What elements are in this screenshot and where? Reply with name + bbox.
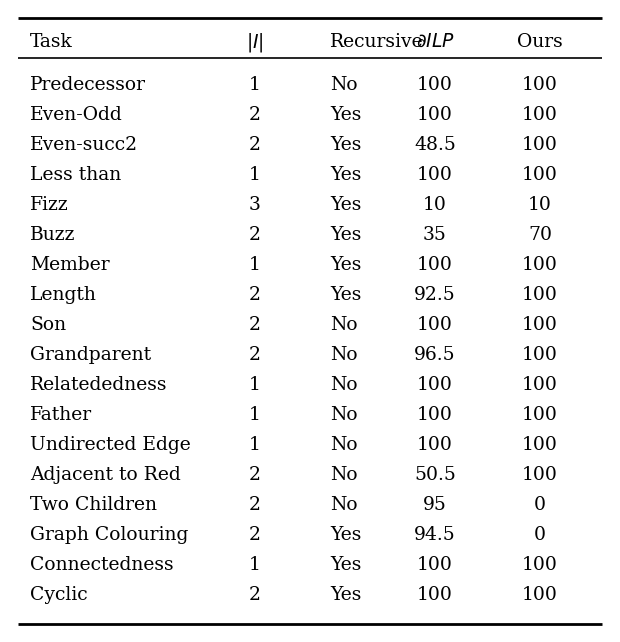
Text: 92.5: 92.5 (414, 286, 456, 304)
Text: 100: 100 (522, 436, 558, 454)
Text: 95: 95 (423, 496, 447, 514)
Text: 100: 100 (522, 346, 558, 364)
Text: Yes: Yes (330, 226, 361, 244)
Text: 100: 100 (417, 406, 453, 424)
Text: Adjacent to Red: Adjacent to Red (30, 466, 181, 484)
Text: $\partial ILP$: $\partial ILP$ (415, 33, 454, 51)
Text: Connectedness: Connectedness (30, 556, 174, 574)
Text: Task: Task (30, 33, 73, 51)
Text: Grandparent: Grandparent (30, 346, 151, 364)
Text: Undirected Edge: Undirected Edge (30, 436, 191, 454)
Text: 10: 10 (423, 196, 447, 214)
Text: 1: 1 (249, 406, 261, 424)
Text: 1: 1 (249, 556, 261, 574)
Text: Buzz: Buzz (30, 226, 76, 244)
Text: Yes: Yes (330, 286, 361, 304)
Text: Yes: Yes (330, 256, 361, 274)
Text: 100: 100 (417, 256, 453, 274)
Text: 2: 2 (249, 316, 261, 334)
Text: 100: 100 (417, 166, 453, 184)
Text: 100: 100 (417, 106, 453, 124)
Text: Relatededness: Relatededness (30, 376, 167, 394)
Text: 2: 2 (249, 286, 261, 304)
Text: 100: 100 (522, 106, 558, 124)
Text: No: No (330, 436, 358, 454)
Text: 100: 100 (522, 406, 558, 424)
Text: 2: 2 (249, 496, 261, 514)
Text: 94.5: 94.5 (414, 526, 456, 544)
Text: Yes: Yes (330, 526, 361, 544)
Text: 2: 2 (249, 466, 261, 484)
Text: 3: 3 (249, 196, 261, 214)
Text: 96.5: 96.5 (414, 346, 456, 364)
Text: 100: 100 (522, 586, 558, 604)
Text: Predecessor: Predecessor (30, 76, 146, 94)
Text: Two Children: Two Children (30, 496, 157, 514)
Text: 100: 100 (417, 376, 453, 394)
Text: Son: Son (30, 316, 66, 334)
Text: 1: 1 (249, 376, 261, 394)
Text: 1: 1 (249, 76, 261, 94)
Text: No: No (330, 346, 358, 364)
Text: 2: 2 (249, 106, 261, 124)
Text: No: No (330, 316, 358, 334)
Text: 70: 70 (528, 226, 552, 244)
Text: Recursive: Recursive (330, 33, 423, 51)
Text: Member: Member (30, 256, 110, 274)
Text: 1: 1 (249, 256, 261, 274)
Text: Cyclic: Cyclic (30, 586, 87, 604)
Text: Even-succ2: Even-succ2 (30, 136, 138, 154)
Text: 2: 2 (249, 526, 261, 544)
Text: 1: 1 (249, 166, 261, 184)
Text: Ours: Ours (517, 33, 563, 51)
Text: 100: 100 (522, 376, 558, 394)
Text: Yes: Yes (330, 556, 361, 574)
Text: Father: Father (30, 406, 92, 424)
Text: 2: 2 (249, 346, 261, 364)
Text: Fizz: Fizz (30, 196, 69, 214)
Text: 100: 100 (522, 286, 558, 304)
Text: Yes: Yes (330, 106, 361, 124)
Text: No: No (330, 406, 358, 424)
Text: 2: 2 (249, 136, 261, 154)
Text: 100: 100 (522, 556, 558, 574)
Text: 35: 35 (423, 226, 447, 244)
Text: 100: 100 (522, 76, 558, 94)
Text: Yes: Yes (330, 136, 361, 154)
Text: Length: Length (30, 286, 97, 304)
Text: 100: 100 (522, 466, 558, 484)
Text: Yes: Yes (330, 196, 361, 214)
Text: 48.5: 48.5 (414, 136, 456, 154)
Text: 2: 2 (249, 226, 261, 244)
Text: 100: 100 (522, 136, 558, 154)
Text: Even-Odd: Even-Odd (30, 106, 123, 124)
Text: 50.5: 50.5 (414, 466, 456, 484)
Text: Less than: Less than (30, 166, 122, 184)
Text: 0: 0 (534, 496, 546, 514)
Text: 10: 10 (528, 196, 552, 214)
Text: 100: 100 (417, 586, 453, 604)
Text: 100: 100 (522, 166, 558, 184)
Text: No: No (330, 466, 358, 484)
Text: 0: 0 (534, 526, 546, 544)
Text: No: No (330, 496, 358, 514)
Text: Yes: Yes (330, 586, 361, 604)
Text: $|I|$: $|I|$ (246, 31, 264, 53)
Text: 2: 2 (249, 586, 261, 604)
Text: 100: 100 (522, 316, 558, 334)
Text: 100: 100 (417, 556, 453, 574)
Text: No: No (330, 376, 358, 394)
Text: 1: 1 (249, 436, 261, 454)
Text: No: No (330, 76, 358, 94)
Text: 100: 100 (417, 316, 453, 334)
Text: Yes: Yes (330, 166, 361, 184)
Text: 100: 100 (522, 256, 558, 274)
Text: 100: 100 (417, 436, 453, 454)
Text: Graph Colouring: Graph Colouring (30, 526, 188, 544)
Text: 100: 100 (417, 76, 453, 94)
